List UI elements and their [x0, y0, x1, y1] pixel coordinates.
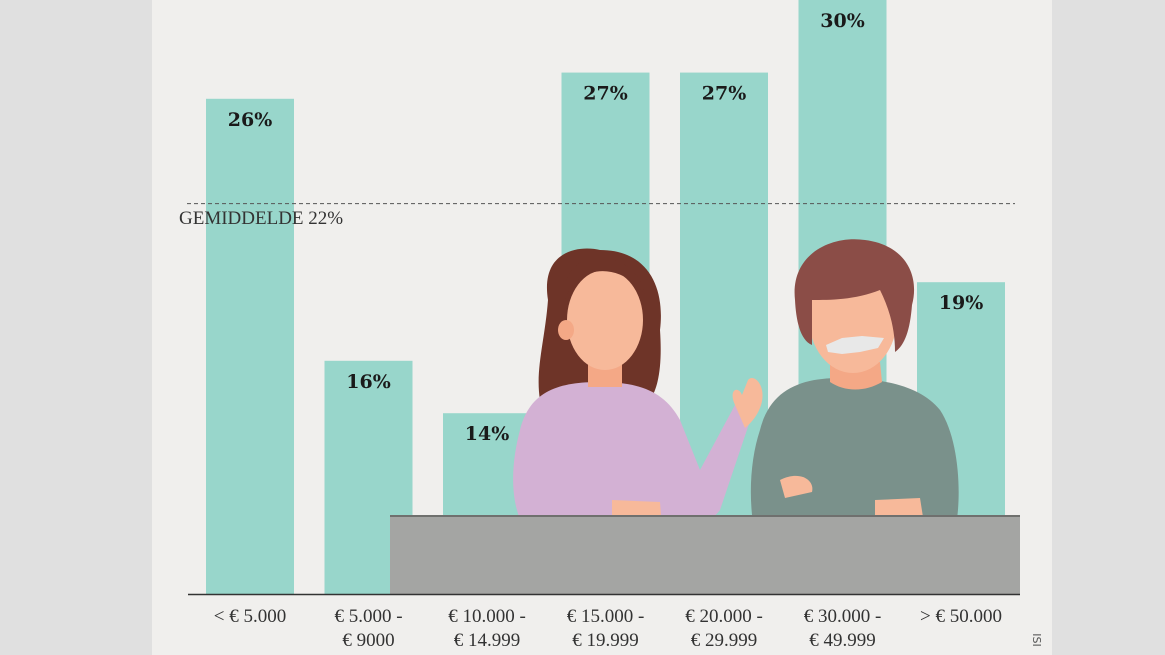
woman-face [567, 270, 643, 370]
woman-fringe [564, 258, 645, 300]
man-hand-left [780, 475, 813, 498]
woman-hand [732, 378, 763, 428]
value-label: 26% [228, 109, 273, 131]
value-label: 27% [583, 83, 628, 105]
x-tick-label: € 15.000 -€ 19.999 [567, 606, 645, 651]
bar [206, 98, 294, 594]
value-label: 19% [939, 292, 984, 314]
value-label: 14% [465, 423, 510, 445]
desk [390, 516, 1020, 594]
man-hair [794, 239, 915, 352]
value-label: 27% [702, 83, 747, 105]
illustration [390, 239, 1020, 594]
value-label: 30% [820, 10, 865, 32]
man-tape [826, 336, 884, 354]
x-tick-label: € 5.000 -€ 9000 [334, 606, 402, 651]
x-tick-label: € 20.000 -€ 29.999 [685, 606, 763, 651]
value-label: 16% [346, 371, 391, 393]
x-tick-label: € 30.000 -€ 49.999 [804, 606, 882, 651]
man-sweater [750, 378, 959, 535]
woman-sweater [513, 382, 752, 530]
x-tick-label: < € 5.000 [214, 606, 286, 627]
reference-label: GEMIDDELDE 22% [179, 208, 343, 229]
woman-ear [558, 320, 574, 340]
x-tick-label: € 10.000 -€ 14.999 [448, 606, 526, 651]
x-tick-label: > € 50.000 [920, 606, 1002, 627]
credit: ISI [1030, 633, 1043, 646]
